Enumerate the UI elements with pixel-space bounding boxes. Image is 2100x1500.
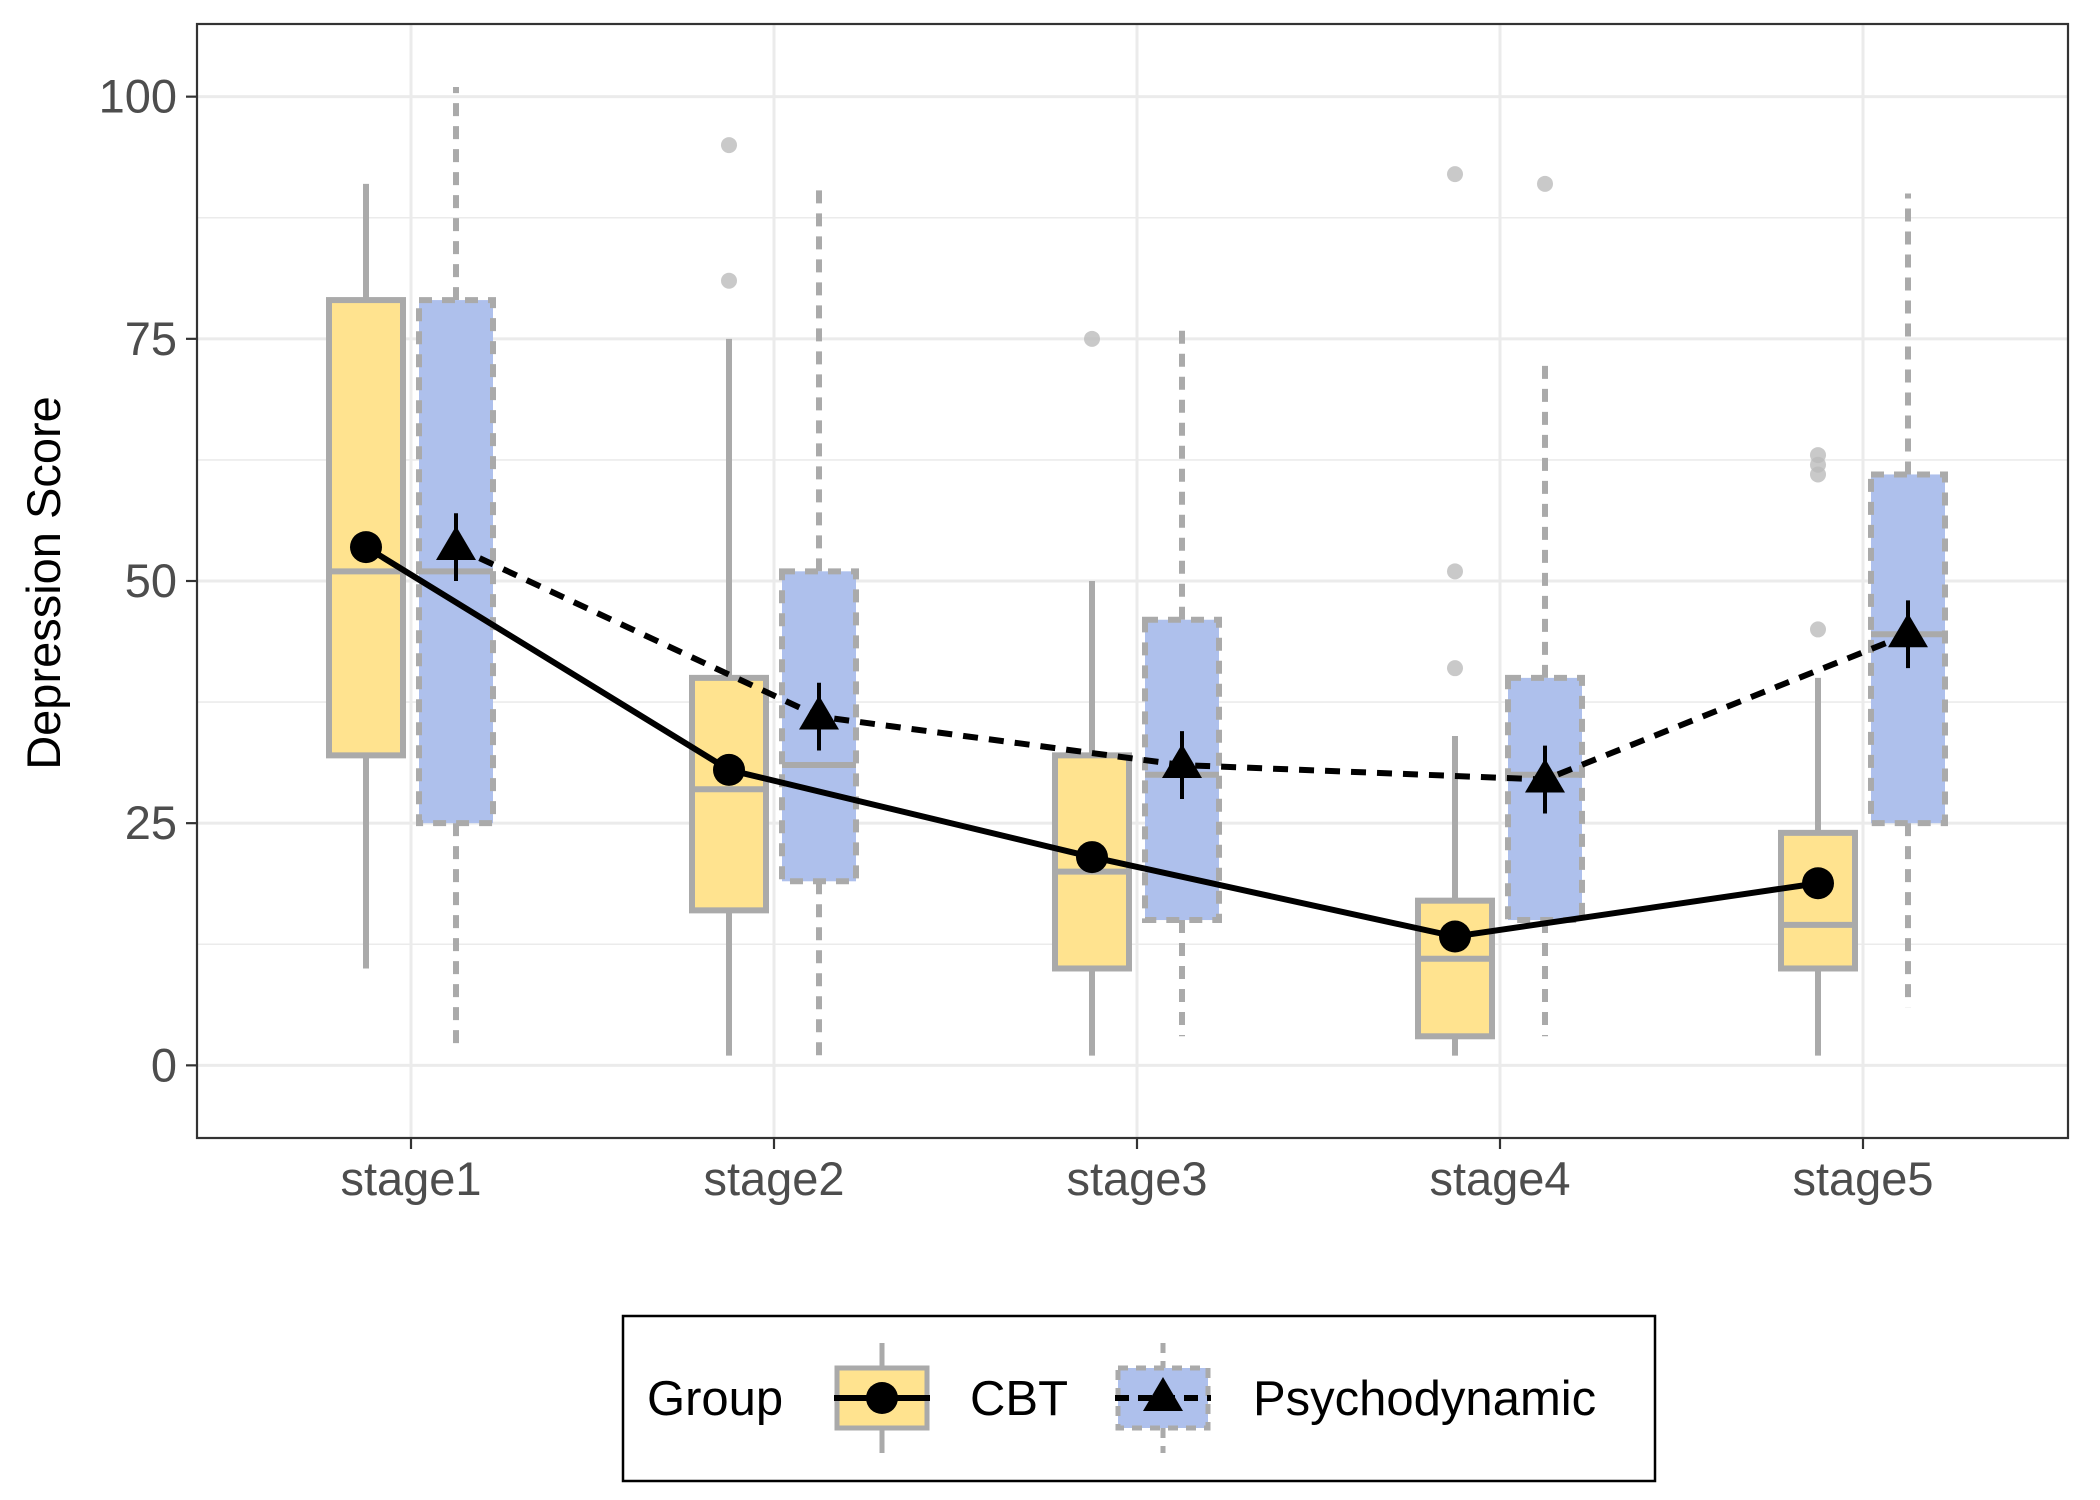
box <box>1778 829 1858 972</box>
legend-key-cbt <box>834 1343 930 1453</box>
outlier-point <box>1537 175 1553 192</box>
legend-label-cbt: CBT <box>970 1372 1068 1426</box>
mean-point-psychodynamic <box>1525 758 1565 793</box>
y-axis-title: Depression Score <box>17 396 70 770</box>
boxplot-cbt-stage2 <box>689 137 769 1056</box>
legend-title: Group <box>647 1372 783 1426</box>
box <box>326 297 406 759</box>
legend-key-psychodynamic <box>1115 1343 1211 1453</box>
mean-point-cbt <box>1802 867 1834 900</box>
y-tick-label: 0 <box>151 1038 177 1091</box>
mean-point-psychodynamic <box>436 526 476 561</box>
boxplot-cbt-stage4 <box>1415 166 1495 1056</box>
legend-marker <box>866 1382 898 1414</box>
mean-point-cbt <box>1439 920 1471 953</box>
x-tick-label: stage2 <box>703 1152 844 1205</box>
outlier-point <box>1447 166 1463 183</box>
outlier-point <box>721 137 737 154</box>
y-tick-label: 75 <box>125 312 177 365</box>
legend-label-psychodynamic: Psychodynamic <box>1253 1372 1596 1426</box>
mean-point-cbt <box>350 531 382 564</box>
legend: Group CBT Psychodynamic <box>621 1314 1657 1483</box>
outlier-point <box>721 272 737 289</box>
outlier-point <box>1810 447 1826 464</box>
plot-panel <box>195 22 2070 1140</box>
mean-point-psychodynamic <box>799 695 839 730</box>
x-tick-label: stage5 <box>1792 1152 1933 1205</box>
outlier-point <box>1810 621 1826 638</box>
x-tick-label: stage1 <box>340 1152 481 1205</box>
y-axis: 0 25 50 75 100 <box>99 70 197 1091</box>
outlier-point <box>1447 563 1463 580</box>
boxplot-cbt-stage5 <box>1778 447 1858 1056</box>
legend-marker <box>1143 1377 1183 1411</box>
x-tick-label: stage3 <box>1066 1152 1207 1205</box>
box <box>689 674 769 914</box>
outlier-point <box>1447 660 1463 677</box>
mean-point-psychodynamic <box>1162 743 1202 778</box>
outlier-point <box>1084 330 1100 347</box>
y-tick-label: 50 <box>125 554 177 607</box>
x-axis: stage1 stage2 stage3 stage4 stage5 <box>340 1138 1934 1205</box>
boxplot-psychodynamic-stage4 <box>1505 175 1585 1037</box>
mean-point-cbt <box>713 753 745 786</box>
y-tick-label: 100 <box>99 70 177 123</box>
y-tick-label: 25 <box>125 796 177 849</box>
mean-point-psychodynamic <box>1888 613 1928 648</box>
x-tick-label: stage4 <box>1429 1152 1570 1205</box>
mean-point-cbt <box>1076 841 1108 874</box>
boxplot-cbt-stage1 <box>326 183 406 969</box>
